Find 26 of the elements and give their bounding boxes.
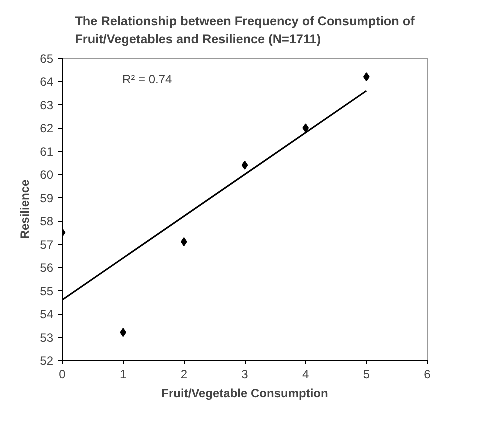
y-tick-label: 52: [40, 354, 54, 368]
x-tick-label: 6: [424, 368, 432, 382]
x-tick-label: 5: [363, 368, 370, 382]
x-tick-label: 4: [302, 368, 310, 382]
y-tick-label: 54: [40, 308, 54, 322]
y-tick-label: 58: [40, 214, 54, 229]
y-tick-label: 62: [40, 122, 54, 136]
y-tick-label: 65: [40, 52, 54, 66]
y-tick-label: 59: [40, 191, 54, 206]
x-tick-label: 1: [120, 368, 127, 382]
y-tick-label: 57: [40, 238, 54, 252]
y-tick-label: 61: [40, 144, 54, 159]
y-tick-label: 60: [40, 168, 54, 182]
x-tick-label: 2: [180, 368, 188, 382]
y-tick-label: 56: [40, 261, 54, 276]
x-tick-label: 0: [59, 368, 66, 382]
y-tick-label: 55: [40, 284, 54, 298]
y-tick-label: 53: [40, 330, 54, 345]
y-axis-title: Resilience: [18, 179, 32, 240]
y-tick-label: 64: [40, 75, 54, 90]
x-tick-label: 3: [242, 368, 249, 382]
point: [242, 160, 248, 170]
chart-title: The Relationship between Frequency of Consumption of Fruit/Vegetables and Resilience (N=1711): [75, 14, 416, 46]
y-tick-label: 63: [40, 98, 54, 112]
annotation: R² = 0.74: [122, 72, 173, 86]
x-axis-title: Fruit/Vegetable Consumption: [162, 386, 328, 400]
